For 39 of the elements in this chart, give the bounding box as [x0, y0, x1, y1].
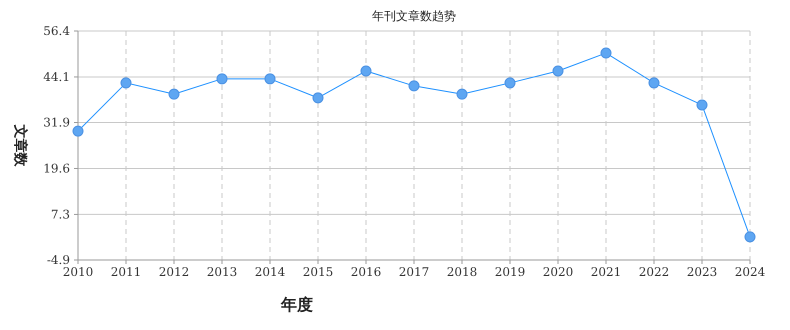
point [264, 73, 276, 84]
y-tick-label: -4.9 [46, 253, 70, 267]
point [72, 126, 84, 137]
x-tick-label: 2018 [446, 265, 478, 279]
x-tick-label: 2019 [494, 265, 526, 279]
point [744, 231, 756, 242]
x-tick-label: 2014 [254, 265, 286, 279]
point [456, 88, 468, 100]
point [504, 77, 516, 88]
x-tick-label: 2017 [398, 265, 430, 279]
point [408, 80, 420, 92]
y-tick-label: 44.1 [43, 70, 70, 84]
x-tick-label: 2010 [62, 265, 94, 279]
x-axis-title: 年度 [280, 295, 313, 314]
point [312, 92, 324, 104]
x-tick-label: 2013 [206, 265, 238, 279]
point [648, 77, 660, 88]
y-tick-label: 31.9 [43, 116, 70, 130]
point [552, 65, 564, 76]
point [696, 99, 708, 110]
y-axis-title: 文章数 [12, 124, 29, 168]
x-tick-label: 2015 [302, 265, 334, 279]
point [120, 77, 132, 88]
y-tick-label: 19.6 [43, 161, 70, 176]
point [216, 73, 228, 84]
y-tick-label: 56.4 [43, 24, 70, 38]
y-tick-label: 7.3 [50, 207, 70, 222]
point [168, 88, 180, 100]
x-tick-label: 2021 [590, 265, 622, 279]
x-tick-label: 2011 [110, 265, 142, 279]
x-tick-label: 2020 [542, 265, 574, 279]
point [360, 65, 372, 76]
x-tick-label: 2024 [734, 265, 766, 279]
x-tick-label: 2023 [686, 265, 718, 279]
x-tick-label: 2012 [158, 265, 190, 279]
x-tick-label: 2016 [350, 265, 382, 279]
point [600, 48, 612, 59]
x-tick-label: 2022 [638, 265, 670, 279]
chart-title: 年刊文章数趋势 [372, 9, 456, 23]
